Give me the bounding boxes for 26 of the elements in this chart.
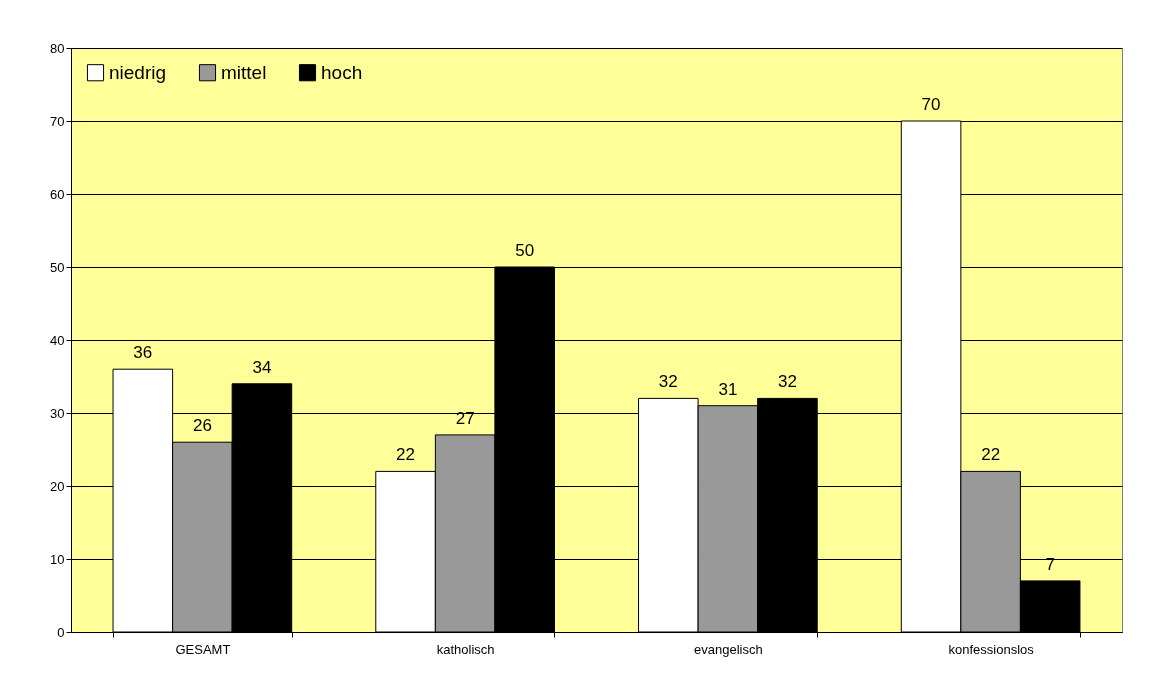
y-tick-label: 20 [50, 478, 65, 494]
data-label: 32 [777, 372, 797, 392]
data-label: 70 [921, 95, 941, 114]
data-label: 22 [981, 445, 1001, 465]
data-label: 50 [515, 241, 535, 260]
x-tick-label: katholisch [436, 641, 495, 657]
data-label: 32 [658, 372, 678, 392]
data-label: 22 [396, 445, 416, 465]
y-tick-label: 0 [57, 624, 65, 640]
y-tick-label: 30 [50, 405, 65, 421]
data-label: 36 [133, 343, 153, 363]
data-label: 34 [252, 357, 272, 377]
data-label: 26 [192, 416, 212, 436]
y-tick-label: 50 [50, 259, 65, 275]
y-tick-label: 60 [50, 186, 65, 202]
data-label: 31 [718, 379, 738, 399]
y-tick-label: 80 [50, 40, 65, 56]
legend-label: hoch [321, 61, 363, 83]
y-tick-label: 40 [50, 332, 65, 348]
legend-label: niedrig [109, 61, 167, 83]
x-tick-label: evangelisch [694, 641, 763, 657]
y-tick-label: 70 [50, 113, 65, 129]
y-tick-label: 10 [50, 551, 65, 567]
x-tick-label: GESAMT [175, 641, 231, 657]
legend-label: mittel [221, 61, 267, 83]
x-tick-label: konfessionslos [948, 641, 1035, 657]
